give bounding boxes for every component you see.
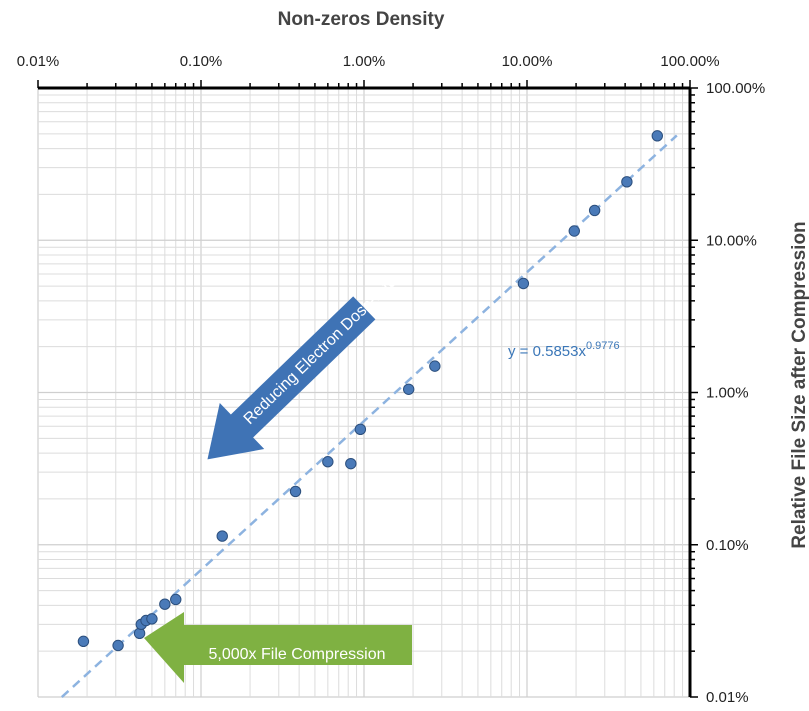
x-tick-label: 10.00% — [502, 53, 553, 70]
y-tick-label: 100.00% — [706, 80, 765, 97]
reducing-dose-rate-arrow: Reducing Electron Dose-rate — [207, 273, 401, 460]
data-point — [354, 423, 367, 436]
x-axis-title: Non-zeros Density — [278, 9, 445, 30]
data-point — [588, 204, 601, 217]
data-point — [77, 635, 90, 648]
y-tick-label: 10.00% — [706, 232, 757, 249]
x-tick-label: 0.01% — [17, 53, 60, 70]
data-point — [159, 598, 171, 610]
data-point — [289, 485, 302, 498]
green-arrow-shape — [144, 612, 412, 683]
grid-lines — [37, 87, 691, 698]
x-tick-labels: 0.01% 0.10% 1.00% 10.00% 100.00% — [17, 53, 720, 70]
data-point — [322, 456, 334, 468]
trendline-equation-exponent: 0.9776 — [586, 340, 620, 352]
y-tick-label: 1.00% — [706, 385, 749, 402]
data-point — [517, 277, 530, 290]
data-point — [112, 639, 124, 652]
tick-marks — [37, 80, 698, 698]
data-point — [621, 176, 633, 188]
data-point — [170, 593, 182, 606]
x-tick-label: 1.00% — [343, 53, 386, 70]
file-compression-arrow: 5,000x File Compression — [144, 612, 412, 683]
data-point — [568, 225, 580, 237]
data-point — [429, 360, 441, 372]
data-point — [146, 613, 158, 625]
data-points — [77, 130, 663, 652]
blue-arrow-label: Reducing Electron Dose-rate — [241, 273, 401, 428]
trendline-equation-main: y = 0.5853x — [508, 343, 586, 360]
y-tick-labels: 100.00% 10.00% 1.00% 0.10% 0.01% — [706, 80, 765, 706]
data-point — [216, 530, 228, 542]
trendline-equation: y = 0.5853x0.9776 — [508, 340, 620, 360]
data-point — [651, 130, 663, 142]
x-tick-label: 100.00% — [660, 53, 719, 70]
x-tick-label: 0.10% — [180, 53, 223, 70]
green-arrow-label: 5,000x File Compression — [209, 646, 386, 663]
y-tick-label: 0.01% — [706, 689, 749, 706]
y-tick-label: 0.10% — [706, 537, 749, 554]
blue-arrow-shape — [207, 296, 376, 460]
data-point — [402, 383, 415, 395]
data-point — [345, 457, 357, 470]
y-axis-title: Relative File Size after Compression — [789, 221, 809, 548]
